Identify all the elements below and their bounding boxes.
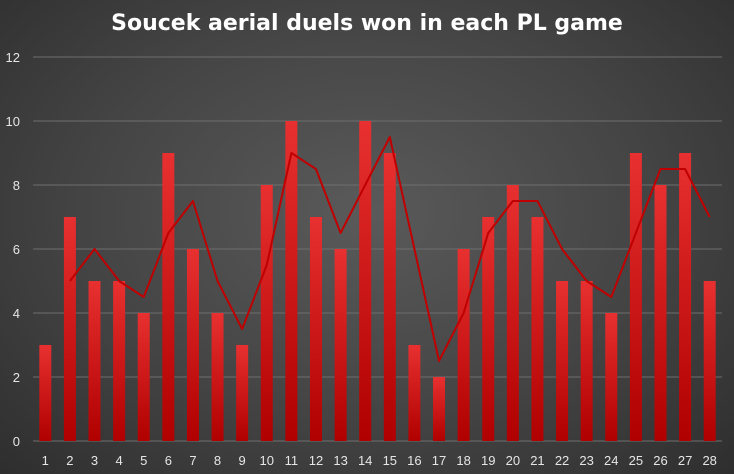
bar-game-7 bbox=[186, 249, 199, 441]
x-tick-label: 4 bbox=[116, 453, 123, 468]
bar-game-9 bbox=[236, 345, 249, 441]
x-tick-label: 11 bbox=[285, 453, 299, 468]
y-tick-label: 2 bbox=[13, 370, 20, 385]
x-tick-label: 14 bbox=[358, 453, 372, 468]
bar-game-23 bbox=[580, 281, 593, 441]
x-tick-label: 10 bbox=[260, 453, 274, 468]
x-tick-label: 19 bbox=[481, 453, 495, 468]
x-tick-label: 12 bbox=[309, 453, 323, 468]
bar-game-28 bbox=[703, 281, 716, 441]
x-tick-label: 6 bbox=[165, 453, 172, 468]
chart-title: Soucek aerial duels won in each PL game bbox=[111, 11, 623, 36]
x-tick-label: 20 bbox=[506, 453, 520, 468]
x-tick-label: 16 bbox=[407, 453, 421, 468]
x-axis: 1 2 3 4 5 6 7 8 9 10 11 12 13 14 15 16 17 18 19 20 21 22 23 24 2… bbox=[42, 453, 717, 468]
bar-game-6 bbox=[162, 153, 175, 441]
bar-game-19 bbox=[482, 217, 495, 441]
x-tick-label: 22 bbox=[555, 453, 569, 468]
x-tick-label: 3 bbox=[91, 453, 98, 468]
x-tick-label: 15 bbox=[383, 453, 397, 468]
y-tick-label: 4 bbox=[13, 306, 20, 321]
x-tick-label: 9 bbox=[239, 453, 246, 468]
x-tick-label: 25 bbox=[629, 453, 643, 468]
bar-game-26 bbox=[654, 185, 667, 441]
bar-game-25 bbox=[629, 153, 642, 441]
x-tick-label: 7 bbox=[189, 453, 196, 468]
x-tick-label: 5 bbox=[140, 453, 147, 468]
y-tick-label: 6 bbox=[13, 242, 20, 257]
y-axis: 0 2 4 6 8 10 12 bbox=[6, 50, 20, 449]
y-tick-label: 0 bbox=[13, 434, 20, 449]
x-tick-label: 24 bbox=[604, 453, 618, 468]
bar-game-20 bbox=[506, 185, 519, 441]
x-tick-label: 8 bbox=[214, 453, 221, 468]
bar-game-1 bbox=[39, 345, 52, 441]
bar-game-2 bbox=[63, 217, 76, 441]
x-tick-label: 28 bbox=[702, 453, 716, 468]
bars bbox=[39, 121, 716, 441]
x-tick-label: 23 bbox=[579, 453, 593, 468]
x-tick-label: 17 bbox=[432, 453, 446, 468]
x-tick-label: 13 bbox=[333, 453, 347, 468]
bar-game-12 bbox=[309, 217, 322, 441]
bar-game-16 bbox=[408, 345, 421, 441]
bar-game-17 bbox=[433, 377, 446, 441]
bar-game-4 bbox=[113, 281, 126, 441]
x-tick-label: 2 bbox=[66, 453, 73, 468]
bar-game-13 bbox=[334, 249, 347, 441]
x-tick-label: 21 bbox=[530, 453, 544, 468]
x-tick-label: 1 bbox=[42, 453, 49, 468]
bar-game-18 bbox=[457, 249, 470, 441]
bar-game-10 bbox=[260, 185, 273, 441]
gridlines bbox=[33, 56, 722, 442]
bar-game-15 bbox=[383, 153, 396, 441]
x-tick-label: 27 bbox=[678, 453, 692, 468]
bar-game-22 bbox=[556, 281, 569, 441]
x-tick-label: 18 bbox=[456, 453, 470, 468]
y-tick-label: 12 bbox=[6, 50, 20, 65]
bar-game-5 bbox=[137, 313, 150, 441]
bar-game-14 bbox=[359, 121, 372, 441]
line-series bbox=[69, 136, 711, 362]
bar-game-3 bbox=[88, 281, 101, 441]
bar-game-21 bbox=[531, 217, 544, 441]
bar-game-8 bbox=[211, 313, 224, 441]
y-tick-label: 10 bbox=[6, 114, 20, 129]
bar-game-27 bbox=[679, 153, 692, 441]
trend-line bbox=[69, 136, 711, 362]
bar-game-24 bbox=[605, 313, 618, 441]
x-tick-label: 26 bbox=[653, 453, 667, 468]
y-tick-label: 8 bbox=[13, 178, 20, 193]
bar-game-11 bbox=[285, 121, 298, 441]
